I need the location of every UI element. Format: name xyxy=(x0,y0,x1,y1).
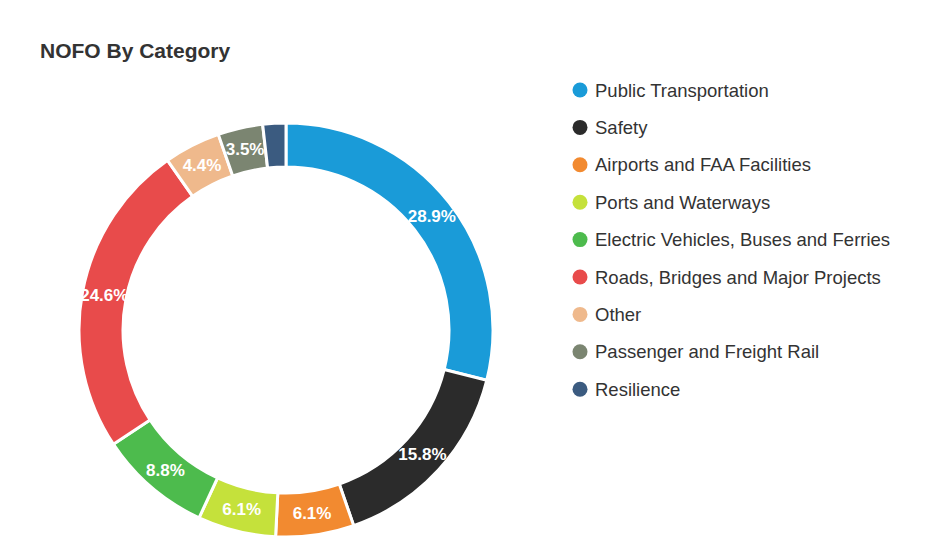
slice xyxy=(218,124,267,176)
legend-item: Passenger and Freight Rail xyxy=(573,341,820,362)
slice xyxy=(79,160,193,444)
legend-label: Public Transportation xyxy=(595,80,769,101)
slice xyxy=(276,484,354,537)
legend-swatch xyxy=(573,382,588,397)
legend-swatch xyxy=(573,307,588,322)
legend-swatch xyxy=(573,195,588,210)
legend-label: Ports and Waterways xyxy=(595,192,770,213)
data-label: 28.9% xyxy=(408,207,456,226)
legend-label: Safety xyxy=(595,117,648,138)
legend-item: Electric Vehicles, Buses and Ferries xyxy=(573,229,891,250)
legend-item: Resilience xyxy=(573,379,681,400)
plot-area xyxy=(79,123,493,537)
data-label: 6.1% xyxy=(222,500,261,519)
legend-label: Roads, Bridges and Major Projects xyxy=(595,267,881,288)
chart: NOFO By Category 28.9% 15.8% 6.1% 6.1% 8.8% 24… xyxy=(0,0,952,552)
slices xyxy=(79,123,493,537)
legend-label: Resilience xyxy=(595,379,680,400)
legend-item: Airports and FAA Facilities xyxy=(573,154,811,175)
data-label: 15.8% xyxy=(398,445,446,464)
data-label: 8.8% xyxy=(146,461,185,480)
legend-swatch xyxy=(573,232,588,247)
legend-label: Passenger and Freight Rail xyxy=(595,341,819,362)
slice xyxy=(339,370,487,526)
legend-item: Public Transportation xyxy=(573,80,769,101)
legend: Public Transportation Safety Airports and … xyxy=(573,80,891,400)
data-label: 6.1% xyxy=(293,504,332,523)
legend-label: Airports and FAA Facilities xyxy=(595,154,811,175)
slice xyxy=(286,123,493,380)
data-label: 3.5% xyxy=(226,140,265,159)
chart-title: NOFO By Category xyxy=(40,39,231,62)
legend-swatch xyxy=(573,120,588,135)
legend-label: Other xyxy=(595,304,641,325)
data-labels: 28.9% 15.8% 6.1% 6.1% 8.8% 24.6% 4.4%3.5% xyxy=(80,140,456,523)
legend-swatch xyxy=(573,344,588,359)
data-label: 24.6% xyxy=(80,286,128,305)
legend-item: Ports and Waterways xyxy=(573,192,771,213)
legend-label: Electric Vehicles, Buses and Ferries xyxy=(595,229,890,250)
legend-swatch xyxy=(573,157,588,172)
data-label: 4.4% xyxy=(183,156,222,175)
legend-item: Safety xyxy=(573,117,649,138)
legend-swatch xyxy=(573,270,588,285)
legend-swatch xyxy=(573,83,588,98)
legend-item: Roads, Bridges and Major Projects xyxy=(573,267,881,288)
legend-item: Other xyxy=(573,304,642,325)
slice xyxy=(263,123,286,168)
